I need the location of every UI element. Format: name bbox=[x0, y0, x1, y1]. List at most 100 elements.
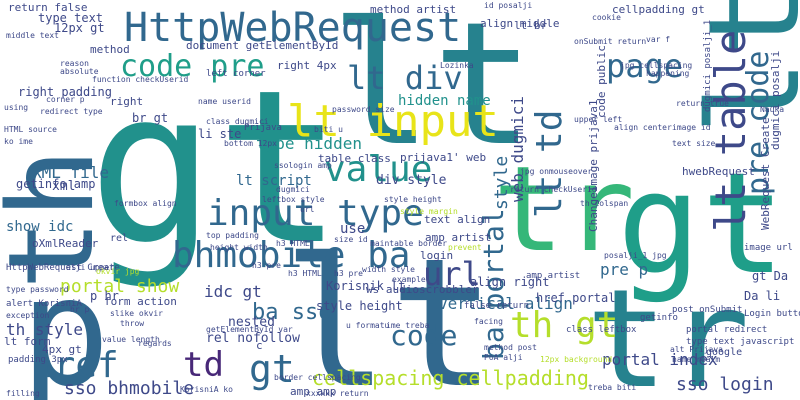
cloud-word: absolute bbox=[60, 67, 99, 76]
cloud-word: middle text bbox=[6, 31, 59, 40]
cloud-word: cellpadding gt bbox=[612, 3, 705, 16]
cloud-word: facing bbox=[474, 317, 503, 326]
cloud-word: login bbox=[420, 249, 454, 262]
cloud-word: gt bbox=[617, 143, 786, 306]
cloud-word: gt bbox=[88, 44, 344, 291]
cloud-word: pre p bbox=[600, 260, 649, 279]
cloud-word: page bbox=[606, 47, 684, 85]
cloud-word: gt bbox=[249, 347, 295, 391]
cloud-word: hidden name bbox=[398, 93, 491, 109]
cloud-word: Lozinka bbox=[440, 61, 474, 70]
cloud-word: exception bbox=[6, 311, 50, 320]
cloud-word: ime treba bbox=[386, 321, 430, 330]
cloud-word: return checkUserid bbox=[510, 185, 597, 194]
cloud-word: style height bbox=[384, 195, 442, 204]
cloud-word: Korisnik lt bbox=[326, 279, 406, 293]
cloud-word: p hr bbox=[90, 289, 119, 303]
cloud-word: cookie bbox=[592, 13, 621, 22]
cloud-word: lt input bbox=[287, 96, 499, 147]
cloud-word: value bbox=[324, 149, 433, 190]
cloud-word: class dugmici bbox=[206, 117, 269, 126]
cloud-word: return false bbox=[8, 1, 88, 14]
cloud-word: Login button bbox=[744, 309, 800, 319]
cloud-word: bottom 12px bbox=[224, 139, 277, 148]
cloud-word: text size bbox=[672, 139, 716, 148]
cloud-word: th style bbox=[6, 320, 84, 339]
cloud-word: getElementById var bbox=[206, 325, 293, 334]
cloud-word: amp artist bbox=[425, 231, 492, 244]
cloud-word: var f bbox=[646, 35, 671, 44]
cloud-word: XML file bbox=[32, 163, 110, 182]
cloud-word: text align bbox=[424, 213, 491, 226]
cloud-word: hr p bbox=[70, 305, 90, 314]
cloud-word: throw bbox=[120, 319, 145, 328]
cloud-word: 12px background bbox=[540, 355, 613, 364]
cloud-word: xml bbox=[52, 179, 76, 194]
cloud-word: Nauka bbox=[760, 105, 785, 114]
cloud-word: formbox align bbox=[114, 199, 177, 208]
cloud-word: alert KorisniA bbox=[6, 299, 82, 309]
cloud-word: lt form bbox=[4, 335, 51, 348]
cloud-word: input type bbox=[207, 193, 424, 234]
cloud-word: PoA alji bbox=[484, 353, 523, 362]
cloud-word: false return bbox=[464, 301, 530, 311]
cloud-word: align right bbox=[470, 275, 550, 289]
cloud-word: getinfo amp bbox=[16, 177, 96, 191]
cloud-word: okvir jpg bbox=[96, 267, 140, 276]
cloud-word: table class bbox=[318, 152, 391, 165]
cloud-word: p bbox=[20, 246, 111, 400]
cloud-word: rel bbox=[110, 233, 129, 244]
cloud-word: name realm bbox=[672, 355, 721, 364]
cloud-word: u formatu bbox=[346, 321, 390, 330]
cloud-word: code pre bbox=[120, 49, 265, 84]
cloud-word: HttpWebRequest bbox=[124, 5, 462, 51]
cloud-word: th gt bbox=[510, 305, 619, 346]
cloud-word: using bbox=[4, 103, 29, 112]
cloud-word: url bbox=[300, 205, 315, 214]
cloud-word: top padding bbox=[206, 231, 259, 240]
cloud-word: padding 3px bbox=[8, 355, 68, 365]
cloud-word: lt script bbox=[236, 173, 312, 189]
cloud-word: size id bbox=[334, 235, 368, 244]
cloud-word: return true bbox=[676, 99, 729, 108]
cloud-word: post onSubmit bbox=[672, 305, 743, 315]
cloud-word: ba sso bbox=[252, 300, 332, 325]
cloud-word: idc gt bbox=[204, 282, 262, 301]
cloud-word: jpg onmouseover bbox=[520, 167, 593, 176]
cloud-word: td bbox=[183, 345, 224, 385]
cloud-word: dugmici bbox=[276, 185, 310, 194]
cloud-word: id posalji bbox=[484, 1, 533, 10]
cloud-word: use bbox=[340, 221, 366, 237]
cloud-word: form action bbox=[104, 295, 177, 308]
cloud-word: style height bbox=[316, 299, 403, 313]
cloud-word: code bbox=[390, 319, 458, 352]
cloud-word: dugmici posalji bbox=[769, 50, 782, 150]
cloud-word: rel nofollow bbox=[206, 331, 300, 346]
cloud-word: href portal bbox=[536, 291, 616, 305]
cloud-word: href bbox=[32, 345, 119, 386]
cloud-word: 12px gt bbox=[54, 21, 105, 35]
cloud-word: HttpWebRequest Create bbox=[6, 263, 120, 273]
cloud-word: reason bbox=[60, 59, 89, 68]
cloud-word: sso bhmobile bbox=[64, 378, 195, 399]
cloud-word: prevent bbox=[448, 243, 482, 252]
cloud-word: Da li bbox=[744, 289, 781, 303]
cloud-word: width style bbox=[362, 265, 415, 274]
cloud-word: treba biti bbox=[588, 383, 637, 392]
cloud-word: example bbox=[392, 275, 426, 284]
cloud-word: h3 pre bbox=[252, 261, 281, 270]
cloud-word: show idc bbox=[6, 219, 74, 235]
cloud-word: h3 HTML bbox=[276, 239, 310, 248]
cloud-word: HTML source bbox=[4, 125, 57, 134]
cloud-word: c bbox=[256, 339, 263, 352]
cloud-word: getinfo bbox=[640, 313, 678, 323]
cloud-word: tr bbox=[493, 140, 636, 278]
cloud-word: lt bbox=[282, 220, 497, 400]
cloud-word: corner p bbox=[46, 95, 85, 104]
cloud-word: image url bbox=[744, 243, 793, 253]
cloud-word: portal redirect bbox=[686, 325, 768, 335]
cloud-word: function checkUserid bbox=[92, 75, 189, 84]
cloud-word: Prijava bbox=[244, 123, 282, 133]
cloud-word: th colspan bbox=[580, 199, 629, 208]
